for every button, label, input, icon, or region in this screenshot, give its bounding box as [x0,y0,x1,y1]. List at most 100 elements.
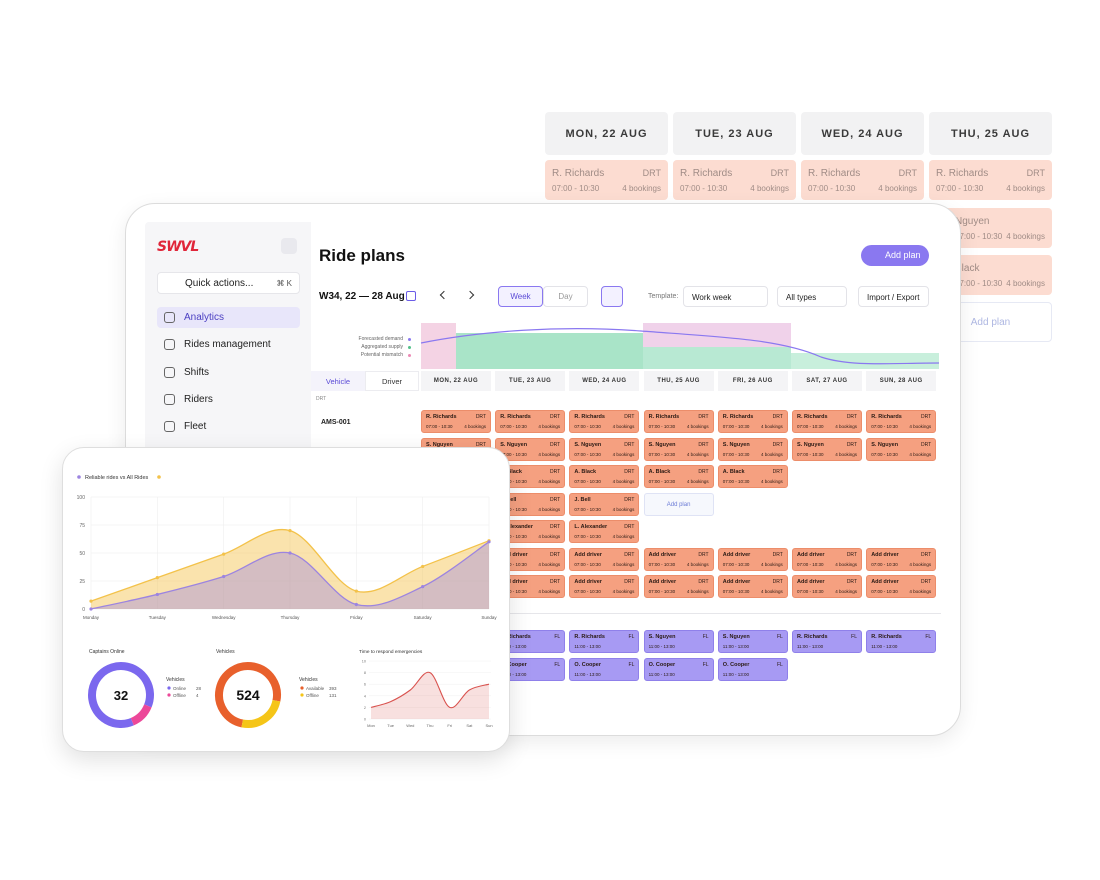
add-plan-slot[interactable]: Add plan [643,493,714,516]
chart-toggle[interactable] [601,286,623,307]
bookings: 4 bookings [909,451,932,457]
booking-card[interactable]: R. Richards FL 11:00 - 13:00 [866,630,937,653]
booking-card[interactable]: A. Black DRT 07:00 - 10:30 4 bookings [495,465,566,488]
bookings: 4 bookings [1006,232,1045,241]
booking-card[interactable]: Add driver DRT 07:00 - 10:30 4 bookings [717,547,788,571]
time: 11:00 - 13:00 [648,672,675,677]
week-range: W34, 22 — 28 Aug [319,291,405,302]
booking-card[interactable]: S. Nguyen DRT 07:00 - 10:30 4 bookings [717,437,788,461]
driver-name: S. Nguyen [871,441,899,448]
booking-card[interactable]: Add driver DRT 07:00 - 10:30 4 bookings [717,575,788,598]
booking-card[interactable]: L. Alexander DRT 07:00 - 10:30 4 bookings [569,520,640,543]
booking-card[interactable]: Add driver DRT 07:00 - 10:30 4 bookings [792,575,862,598]
analytics-tablet: Reliable rides vs All Rides 0 25 50 75 100 Mon… [62,447,510,752]
booking-card[interactable]: S. Nguyen DRT 07:00 - 10:30 4 bookings [792,437,862,461]
booking-card[interactable]: R. Richards FL 11:00 - 13:00 [569,630,640,653]
driver-name: R. Richards [574,414,605,420]
import-export-button[interactable]: Import / Export [858,286,929,307]
bookings: 4 bookings [538,561,561,567]
day-header: FRI, 26 AUG [717,371,788,391]
booking-card[interactable]: S. Nguyen FL 11:00 - 13:00 [643,630,714,653]
driver-name: Add driver [797,551,825,558]
type-dropdown[interactable]: All types [777,286,847,307]
template-label: Template: [648,293,679,300]
booking-card[interactable]: S. Nguyen FL 11:00 - 13:00 [717,630,788,653]
y-tick-label: 25 [79,579,85,585]
bookings: 4 bookings [686,479,709,484]
next-button[interactable] [465,290,475,300]
booking-card[interactable]: A. Black DRT 07:00 - 10:30 4 bookings [643,465,714,488]
booking-card[interactable]: R. Richards DRT 07:00 - 10:30 4 bookings [792,410,862,433]
booking-card[interactable]: Add driver DRT 07:00 - 10:30 4 bookings [866,575,937,598]
nav-item[interactable]: Fleet [157,416,300,437]
booking-card[interactable]: R. Richards DRT 07:00 - 10:30 4 bookings [643,410,714,433]
booking-card[interactable]: Add driver DRT 07:00 - 10:30 4 bookings [495,547,566,571]
booking-card[interactable]: O. Cooper FL 11:00 - 13:00 [717,658,788,681]
x-tick-label: Sat [466,723,473,728]
booking-card[interactable]: A. Black DRT 07:00 - 10:30 4 bookings [569,465,640,488]
view-tab[interactable]: Driver [365,371,419,391]
booking-card[interactable]: S. Nguyen DRT 07:00 - 10:30 4 bookings [866,437,937,461]
nav-item[interactable]: Rides management [157,334,300,355]
collapse-button[interactable] [281,238,297,254]
booking-card[interactable]: R. Richards FL 11:00 - 13:00 [792,630,862,653]
plan-tag: FL [554,634,561,640]
booking-card[interactable]: R. Richards DRT 07:00 - 10:30 4 bookings [717,410,788,433]
point [487,540,491,544]
booking-card[interactable]: L. Alexander DRT 07:00 - 10:30 4 bookings [495,520,566,543]
booking-card[interactable]: R. Richards DRT 07:00 - 10:30 4 bookings [421,410,491,433]
booking-card[interactable]: Add driver DRT 07:00 - 10:30 4 bookings [866,547,937,571]
booking-card[interactable]: O. Cooper FL 11:00 - 13:00 [569,658,640,681]
booking-card[interactable]: R. Richards DRT 07:00 - 10:30 4 bookings [495,410,566,433]
y-tick-label: 0 [82,607,85,613]
booking-card[interactable]: J. Bell DRT 07:00 - 10:30 4 bookings [569,492,640,516]
booking-card[interactable]: O. Cooper FL 11:00 - 13:00 [643,658,714,681]
bookings: 4 bookings [538,589,561,594]
day-header: SUN, 28 AUG [866,371,937,391]
donut-segment [130,704,152,726]
time: 07:00 - 10:30 [808,184,856,193]
plan-tag: DRT [550,441,561,448]
booking-card[interactable]: R. Richards DRT 07:00 - 10:30 4 bookings [569,410,640,433]
booking-card: R. Richards DRT 07:00 - 10:30 4 bookings [545,160,668,200]
booking-card[interactable]: Add driver DRT 07:00 - 10:30 4 bookings [569,575,640,598]
driver-name: Add driver [500,579,528,585]
bookings: 4 bookings [750,184,789,193]
booking-card[interactable]: S. Nguyen DRT 07:00 - 10:30 4 bookings [569,437,640,461]
supply-band [456,333,643,369]
quick-actions[interactable]: Quick actions... ⌘ K [157,272,300,294]
plan-tag: DRT [698,469,709,475]
time: 11:00 - 13:00 [871,644,898,649]
driver-name: S. Nguyen [500,441,528,448]
booking-card[interactable]: Add driver DRT 07:00 - 10:30 4 bookings [643,575,714,598]
add-plan-button[interactable]: Add plan [861,245,929,266]
booking-card[interactable]: S. Nguyen DRT 07:00 - 10:30 4 bookings [643,437,714,461]
booking-card[interactable]: R. Richards DRT 07:00 - 10:30 4 bookings [866,410,937,433]
view-toggle[interactable]: Day [543,286,588,307]
nav-item[interactable]: Analytics [157,307,300,328]
legend-value: 131 [329,693,337,698]
prev-button[interactable] [439,290,449,300]
bookings: 4 bookings [1006,279,1045,288]
bookings: 4 bookings [909,589,932,594]
booking-card[interactable]: A. Black DRT 07:00 - 10:30 4 bookings [717,465,788,488]
booking-card[interactable]: Add driver DRT 07:00 - 10:30 4 bookings [643,547,714,571]
nav-item[interactable]: Shifts [157,362,300,383]
time: 11:00 - 13:00 [722,672,749,677]
plan-tag: DRT [624,524,635,530]
booking-card[interactable]: Add driver DRT 07:00 - 10:30 4 bookings [792,547,862,571]
plan-tag: DRT [698,414,709,420]
plan-tag: DRT [550,469,561,475]
kpi-value: 524 [236,687,260,703]
driver-name: R. Richards [808,168,861,179]
plan-tag: DRT [772,551,783,558]
analytics-canvas: Reliable rides vs All Rides0255075100Mon… [77,475,498,728]
view-toggle[interactable]: Week [498,286,543,307]
bookings: 4 bookings [538,506,561,512]
booking-card[interactable]: Add driver DRT 07:00 - 10:30 4 bookings [569,547,640,571]
view-tab[interactable]: Vehicle [311,371,365,391]
driver-name: Add driver [648,551,677,558]
template-dropdown[interactable]: Work week [683,286,768,307]
calendar-icon[interactable] [406,291,416,301]
nav-item[interactable]: Riders [157,389,300,410]
